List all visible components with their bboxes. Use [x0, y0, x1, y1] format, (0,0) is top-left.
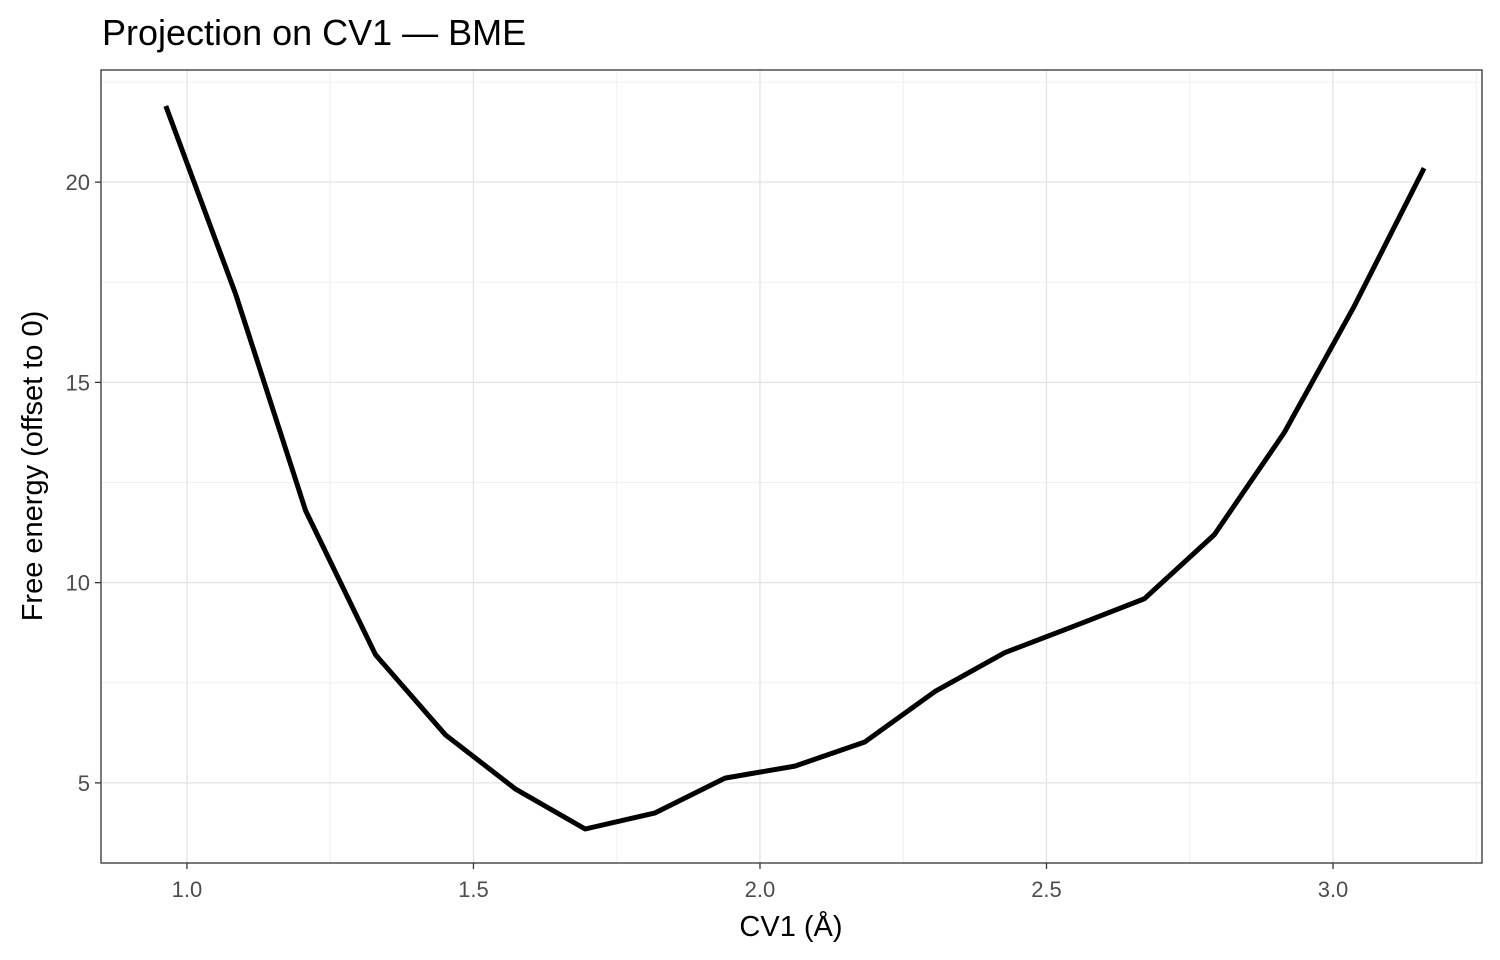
y-tick-label: 20 [66, 170, 90, 195]
series-line [163, 105, 1427, 832]
x-axis-title: CV1 (Å) [739, 910, 842, 943]
x-tick-label: 1.0 [172, 877, 203, 902]
grid-major [101, 70, 1482, 863]
y-axis-title: Free energy (offset to 0) [17, 311, 49, 622]
x-axis: 1.0 1.5 2.0 2.5 3.0 [172, 863, 1349, 902]
plot-panel-border [100, 69, 1483, 864]
x-tick-label: 1.5 [458, 877, 489, 902]
x-tick-label: 2.5 [1031, 877, 1062, 902]
y-tick-label: 5 [78, 771, 90, 796]
x-tick-label: 3.0 [1318, 877, 1349, 902]
x-tick-label: 2.0 [745, 877, 776, 902]
y-axis: 5 10 15 20 [66, 170, 101, 796]
y-tick-label: 10 [66, 571, 90, 596]
series-layer [163, 105, 1427, 832]
grid-minor [101, 70, 1482, 863]
chart-title: Projection on CV1 — BME [102, 12, 526, 53]
plot-background [101, 70, 1482, 863]
y-tick-label: 15 [66, 370, 90, 395]
